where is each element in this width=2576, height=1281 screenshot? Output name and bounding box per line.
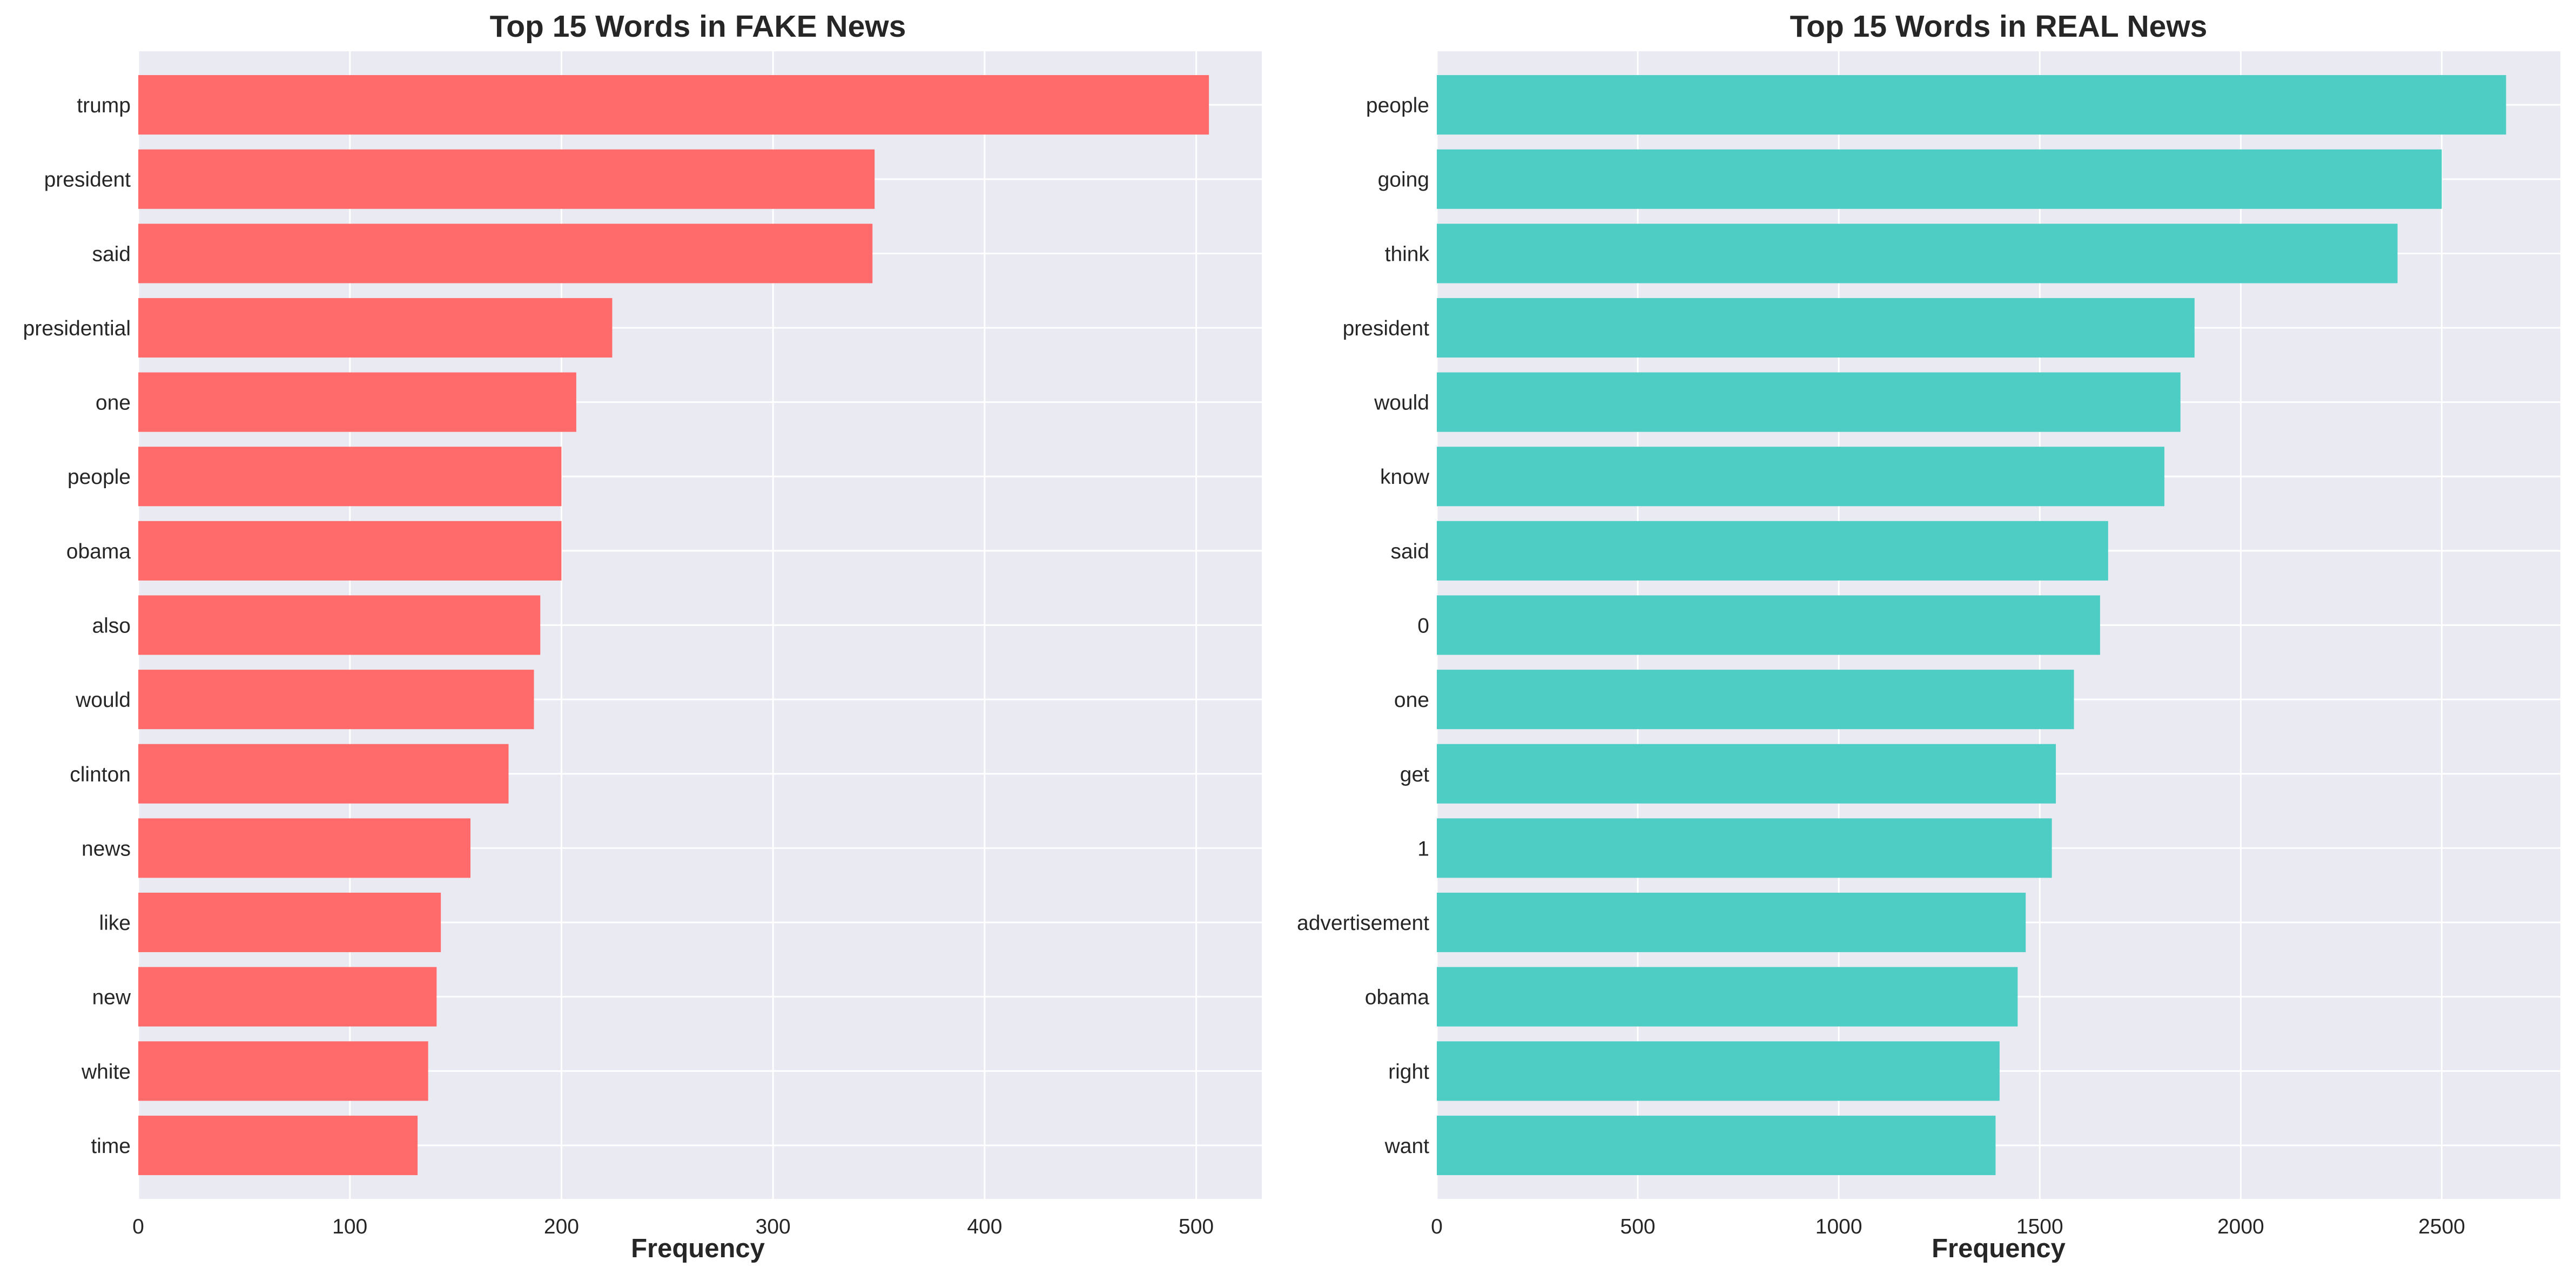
real-bar-know <box>1437 447 2164 507</box>
real-bar-one <box>1437 670 2074 730</box>
real-bar-would <box>1437 372 2181 432</box>
fake-panel-title: Top 15 Words in FAKE News <box>490 9 906 44</box>
fake-y-tick-label: obama <box>66 540 131 563</box>
fake-news-panel: trump president said presidential one people o… <box>23 9 1262 1263</box>
fake-y-tick-label: also <box>92 615 131 638</box>
real-bar-people <box>1437 75 2506 135</box>
fake-y-tick-label: people <box>68 466 131 489</box>
fake-x-tick-label: 100 <box>332 1215 367 1238</box>
fake-bar-one <box>138 372 576 432</box>
real-y-tick-label: one <box>1394 689 1429 712</box>
fake-y-tick-label: presidential <box>23 317 131 340</box>
fake-x-tick-label: 200 <box>544 1215 579 1238</box>
real-y-tick-label: said <box>1390 540 1429 563</box>
fake-y-tick-label: white <box>81 1060 131 1083</box>
fake-bar-clinton <box>138 744 509 804</box>
real-panel-title: Top 15 Words in REAL News <box>1790 9 2208 44</box>
real-x-axis-label: Frequency <box>1932 1234 2066 1263</box>
real-x-tick-label: 500 <box>1620 1215 1656 1238</box>
real-bar-get <box>1437 744 2056 804</box>
fake-x-tick-label: 400 <box>967 1215 1002 1238</box>
fake-bar-also <box>138 595 541 655</box>
fake-bar-obama <box>138 521 562 581</box>
real-bar-want <box>1437 1115 1996 1175</box>
real-y-tick-label: think <box>1385 242 1430 266</box>
real-bar-think <box>1437 224 2398 284</box>
real-y-tick-label: going <box>1378 168 1429 192</box>
real-bar-obama <box>1437 967 2018 1027</box>
real-bar-0 <box>1437 595 2100 655</box>
fake-bar-time <box>138 1115 418 1175</box>
real-y-tick-label: know <box>1380 466 1430 489</box>
fake-y-tick-label: said <box>92 242 131 266</box>
fake-bar-would <box>138 670 534 730</box>
real-news-panel: people going think president would know said 0 o… <box>1297 9 2560 1263</box>
real-x-tick-label: 1500 <box>2016 1215 2063 1238</box>
fake-bar-president <box>138 149 875 209</box>
real-bar-1 <box>1437 818 2052 878</box>
real-x-tick-label: 1000 <box>1815 1215 1862 1238</box>
real-bar-advertisement <box>1437 892 2026 953</box>
real-y-tick-label: 0 <box>1417 615 1429 638</box>
fake-bar-people <box>138 447 562 507</box>
real-bar-president <box>1437 298 2195 358</box>
fake-y-tick-label: clinton <box>70 763 131 786</box>
real-x-tick-label: 2000 <box>2217 1215 2264 1238</box>
fake-bar-trump <box>138 75 1209 135</box>
fake-y-tick-label: like <box>99 912 131 935</box>
real-y-tick-label: 1 <box>1417 837 1429 860</box>
fake-bar-like <box>138 892 441 953</box>
fake-bar-presidential <box>138 298 613 358</box>
real-y-tick-label: right <box>1388 1060 1429 1083</box>
real-y-tick-label: obama <box>1365 986 1430 1009</box>
fake-x-tick-label: 500 <box>1179 1215 1214 1238</box>
real-y-tick-label: want <box>1384 1135 1430 1158</box>
fake-y-tick-label: time <box>91 1135 131 1158</box>
fake-y-tick-label: news <box>82 837 131 860</box>
fake-bar-new <box>138 967 437 1027</box>
real-x-tick-label: 2500 <box>2418 1215 2465 1238</box>
fake-y-tick-label: president <box>44 168 131 192</box>
real-y-tick-label: get <box>1400 763 1429 786</box>
fake-bar-white <box>138 1041 428 1101</box>
real-x-tick-label: 0 <box>1431 1215 1443 1238</box>
fake-y-tick-label: trump <box>77 94 131 117</box>
fake-y-tick-label: one <box>96 392 131 415</box>
real-y-tick-label: advertisement <box>1297 912 1429 935</box>
real-y-tick-label: president <box>1343 317 1430 340</box>
real-bar-right <box>1437 1041 2000 1101</box>
fake-bar-said <box>138 224 873 284</box>
fake-x-tick-label: 300 <box>756 1215 791 1238</box>
real-y-tick-label: would <box>1374 392 1429 415</box>
real-bar-going <box>1437 149 2442 209</box>
fake-bar-news <box>138 818 470 878</box>
fake-y-tick-label: new <box>92 986 131 1009</box>
real-y-tick-label: people <box>1366 94 1429 117</box>
real-bar-said <box>1437 521 2108 581</box>
fake-x-tick-label: 0 <box>132 1215 144 1238</box>
fake-y-tick-label: would <box>75 689 131 712</box>
fake-x-axis-label: Frequency <box>631 1234 765 1263</box>
